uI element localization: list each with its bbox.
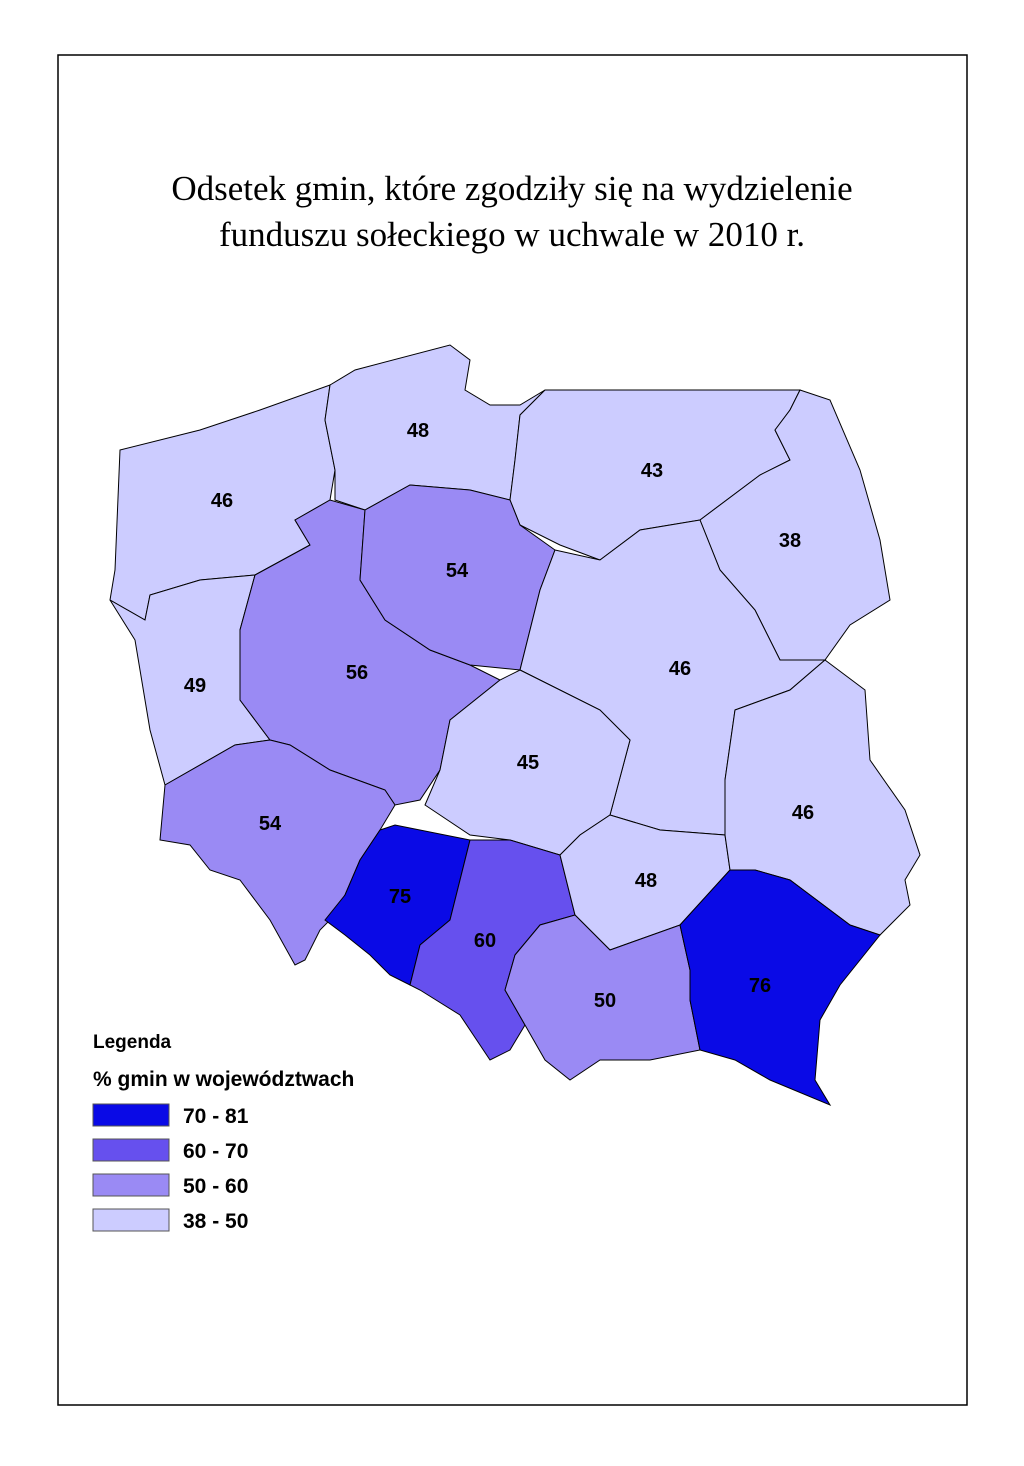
region-value: 60: [474, 930, 496, 952]
region-value: 54: [259, 813, 282, 835]
title-line: funduszu sołeckiego w uchwale w 2010 r.: [219, 215, 805, 254]
region-value: 49: [184, 675, 206, 697]
legend-subtitle: % gmin w województwach: [93, 1068, 354, 1091]
legend-swatch: [92, 1208, 170, 1232]
title-line: Odsetek gmin, które zgodziły się na wydz…: [171, 169, 852, 208]
region-value: 75: [389, 886, 411, 908]
regions: [109, 344, 921, 1107]
region-value: 43: [641, 460, 663, 482]
legend-heading: Legenda: [93, 1032, 172, 1053]
region: [679, 869, 881, 1107]
legend: 70 - 81 60 - 70 50 - 60 38 - 50: [92, 1103, 249, 1233]
region-value: 54: [446, 560, 469, 582]
region-value: 50: [594, 990, 616, 1012]
legend-label: 50 - 60: [183, 1175, 248, 1198]
legend-swatch: [92, 1138, 170, 1162]
region-labels: 46 48 43 38 49 56 54 46 45 54 75 60 48 46 50 76: [184, 420, 814, 1012]
region-value: 48: [407, 420, 429, 442]
region: [724, 659, 921, 936]
region-value: 76: [749, 975, 771, 997]
region-value: 46: [669, 658, 691, 680]
region-value: 56: [346, 662, 368, 684]
legend-label: 70 - 81: [183, 1105, 249, 1128]
region-value: 48: [635, 870, 657, 892]
region-value: 46: [211, 490, 233, 512]
region-value: 45: [517, 752, 539, 774]
legend-label: 60 - 70: [183, 1140, 248, 1163]
legend-swatch: [92, 1103, 170, 1127]
legend-swatch: [92, 1173, 170, 1197]
region-value: 46: [792, 802, 814, 824]
legend-label: 38 - 50: [183, 1210, 248, 1233]
region-value: 38: [779, 530, 801, 552]
